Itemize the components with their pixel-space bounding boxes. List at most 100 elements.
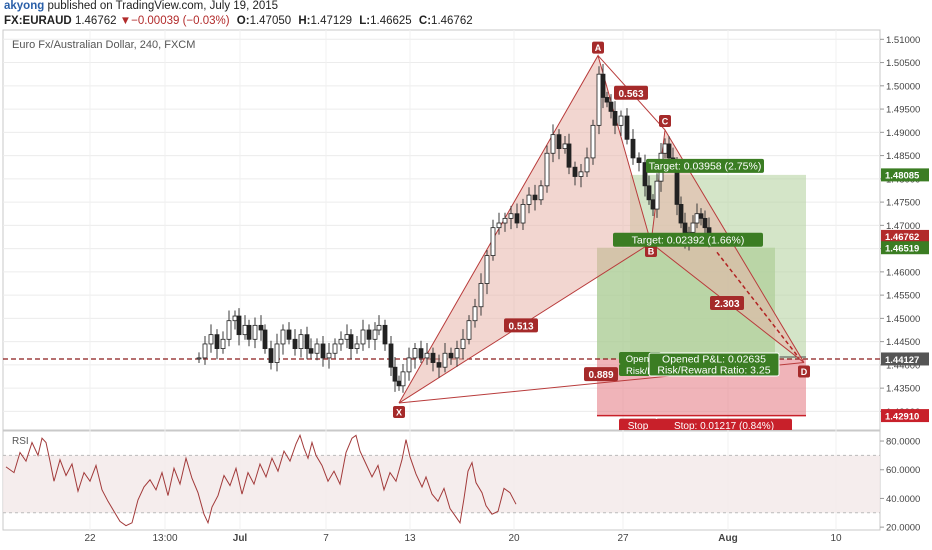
quote-line: FX:EURAUD 1.46762 ▼−0.00039 (−0.03%) O:1… xyxy=(4,15,473,27)
price-tick-label: 1.50000 xyxy=(886,81,920,92)
target2-label-bg xyxy=(646,158,764,173)
candle-body xyxy=(484,255,490,284)
candle-body xyxy=(308,348,314,354)
candle-body xyxy=(566,143,572,168)
candle-body xyxy=(562,143,568,150)
candle-body xyxy=(694,213,700,224)
candle-body xyxy=(514,213,520,224)
candle-body xyxy=(448,352,454,359)
point-label-bg xyxy=(592,41,604,54)
publish-line: akyong published on TradingView.com, Jul… xyxy=(4,0,278,12)
time-tick-label: 7 xyxy=(323,533,329,544)
time-tick-label: 13:00 xyxy=(152,533,177,544)
candle-body xyxy=(320,343,326,359)
close-value: 1.46762 xyxy=(431,15,473,27)
price-tag: 1.48085 xyxy=(885,171,920,182)
candle-body xyxy=(332,343,338,354)
candle-body xyxy=(258,324,264,331)
symbol-name: FX:EURAUD xyxy=(4,15,72,27)
price-tick-label: 1.44000 xyxy=(886,360,920,371)
candle-body xyxy=(252,324,258,340)
rsi-title: RSI xyxy=(12,436,29,447)
candle-body xyxy=(304,334,310,350)
point-label-bg xyxy=(645,245,657,258)
candle-body xyxy=(698,213,704,219)
point-label: B xyxy=(648,247,655,257)
pl-box-bg xyxy=(648,352,780,377)
stop-label-bg xyxy=(656,418,792,430)
candle-body xyxy=(600,73,606,98)
candle-body xyxy=(274,343,280,363)
candle-body xyxy=(292,338,298,350)
candle-body xyxy=(556,134,562,150)
point-label-bg xyxy=(659,115,671,127)
candle-body xyxy=(262,329,268,350)
price-tick-label: 1.50500 xyxy=(886,58,920,69)
last-price: 1.46762 xyxy=(74,15,117,27)
point-label: D xyxy=(801,367,808,377)
low-label: L: xyxy=(359,15,371,27)
time-axis[interactable]: 22 13:00 Jul 7 13 20 27 Aug 10 xyxy=(84,533,842,544)
candle-body xyxy=(678,204,684,224)
candle-body xyxy=(418,348,424,359)
candle-body xyxy=(502,217,508,224)
price-tag: 1.46762 xyxy=(885,232,919,243)
candle-body xyxy=(618,115,624,126)
projection-line xyxy=(716,251,800,359)
projection-dashed-line xyxy=(716,251,800,359)
down-triangle-icon: ▼ xyxy=(119,15,132,27)
candle-body xyxy=(596,73,602,126)
candle-body xyxy=(392,366,398,382)
time-tick-label: Jul xyxy=(233,533,248,544)
candle-body xyxy=(520,204,526,224)
candle-body xyxy=(532,194,538,201)
open-value: 1.47050 xyxy=(249,15,292,27)
candle-body xyxy=(654,180,660,210)
target2-label: Target: 0.03958 (2.75%) xyxy=(649,161,762,173)
candle-body xyxy=(424,352,430,359)
point-label-bg xyxy=(798,365,810,378)
candle-body xyxy=(236,315,242,336)
time-tick-label: 20 xyxy=(508,533,520,544)
candle-body xyxy=(478,283,484,308)
candle-body xyxy=(396,380,402,387)
price-tick-label: 1.49000 xyxy=(886,128,920,139)
high-label: H: xyxy=(298,15,311,27)
ratio-label: 0.513 xyxy=(508,321,533,332)
author-link[interactable]: akyong xyxy=(4,0,45,12)
open-pl-partial-label: Opene xyxy=(626,354,655,365)
price-tick-label: 1.45000 xyxy=(886,314,920,325)
price-axis[interactable]: 1.51000 1.50500 1.50000 1.49500 1.49000 1.485… xyxy=(880,35,929,423)
candle-body xyxy=(472,306,478,322)
candle-body xyxy=(208,334,214,345)
candle-body xyxy=(242,324,248,336)
candle-body xyxy=(460,338,466,350)
candle-body xyxy=(608,101,614,112)
candle-body xyxy=(220,338,226,350)
pattern-labels: X A B C D 0.563 0.513 2.303 0.889 xyxy=(393,41,810,419)
candle-body xyxy=(666,143,672,159)
target1-label: Target: 0.02392 (1.66%) xyxy=(632,235,745,247)
rsi-tick-label: 20.0000 xyxy=(886,523,920,534)
candle-body xyxy=(246,324,252,340)
candle-body xyxy=(430,352,436,363)
candle-body xyxy=(544,152,550,187)
candle-body xyxy=(400,371,406,387)
ratio-label-bg xyxy=(584,367,618,382)
candle-body xyxy=(590,124,596,159)
rsi-tick-label: 80.0000 xyxy=(886,437,920,448)
candle-body xyxy=(348,334,354,350)
candle-body xyxy=(388,343,394,368)
time-tick-label: 27 xyxy=(617,533,629,544)
point-label: C xyxy=(662,117,669,127)
published-text: published on TradingView.com, July 19, 2… xyxy=(47,0,279,12)
candle-body xyxy=(612,110,618,126)
candle-body xyxy=(508,213,514,219)
price-tick-label: 1.46000 xyxy=(886,267,920,278)
price-tag-bg xyxy=(881,168,929,182)
ratio-label-bg xyxy=(710,296,744,311)
point-label: X xyxy=(396,408,402,418)
candle-body xyxy=(624,115,630,140)
